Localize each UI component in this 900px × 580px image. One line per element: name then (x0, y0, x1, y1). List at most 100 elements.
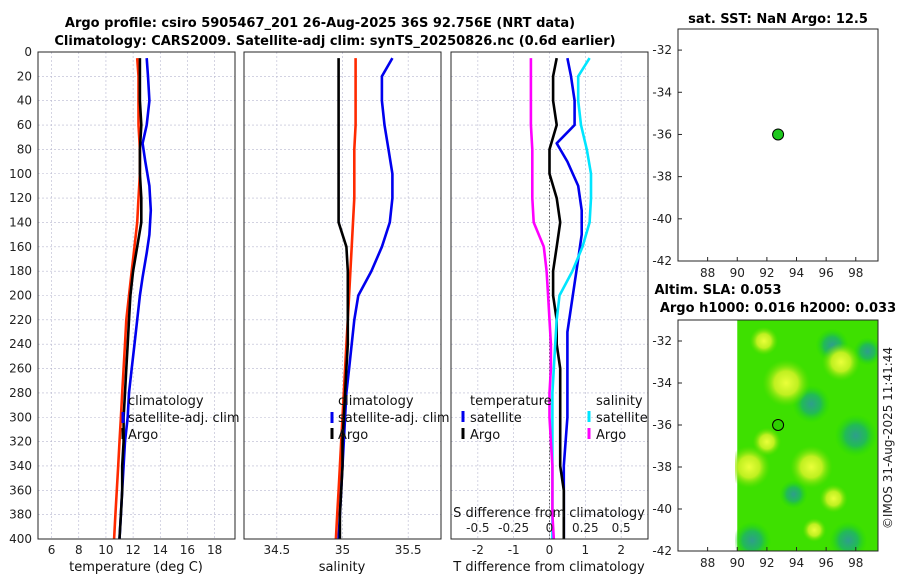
x-tick-label: 96 (819, 556, 834, 570)
x-tick-label: 90 (730, 266, 745, 280)
sla-anomaly-high (802, 518, 827, 542)
s-tick-label: 0 (546, 521, 554, 535)
sla-anomaly-low (735, 521, 772, 551)
sst-map-panel: 88 90 92 94 96 98 -32 -34 -36 -38 -40 -42 (652, 28, 879, 280)
y-tick-label: -34 (652, 376, 672, 390)
y-tick-label: 280 (9, 386, 32, 400)
x-tick-label: 2 (617, 543, 625, 557)
legend-satellite: satellite-adj. clim (338, 411, 450, 426)
y-tick-label: -36 (652, 127, 672, 141)
x-tick-label: 35 (335, 543, 350, 557)
x-tick-label: 92 (759, 266, 774, 280)
y-tick-label: 300 (9, 410, 32, 424)
y-tick-label: 200 (9, 289, 32, 303)
salinity-legend: climatology satellite-adj. clim Argo (330, 394, 450, 443)
y-tick-label: 220 (9, 313, 32, 327)
y-tick-label: 400 (9, 532, 32, 546)
x-tick-label: 94 (789, 266, 804, 280)
y-tick-label: -32 (652, 334, 672, 348)
s-tick-label: 0.25 (572, 521, 599, 535)
x-tick-label: 10 (98, 543, 113, 557)
temperature-xlabel: temperature (deg C) (69, 560, 203, 575)
difference-panel: -2 -1 0 1 2 -0.5 -0.25 0 0.25 0.5 T difference fr… (450, 51, 649, 575)
figure-title-line1: Argo profile: csiro 5905467_201 26-Aug-2… (65, 16, 575, 31)
argo-position-marker (772, 419, 785, 431)
sla-anomaly-low (834, 414, 878, 457)
legend-argo: Argo (128, 428, 158, 443)
y-tick-label: -40 (652, 502, 672, 516)
sst-map-title: sat. SST: NaN Argo: 12.5 (688, 12, 868, 27)
y-tick-label: -36 (652, 418, 672, 432)
sla-anomaly-low (829, 521, 868, 551)
x-tick-label: 90 (730, 556, 745, 570)
series-line-t-argo (548, 57, 566, 539)
s-tick-label: -0.5 (466, 521, 489, 535)
figure-title-line2: Climatology: CARS2009. Satellite-adj cli… (54, 34, 615, 49)
sla-anomaly-high (821, 343, 860, 381)
y-tick-label: 140 (9, 215, 32, 229)
x-tick-label: 14 (153, 543, 168, 557)
y-tick-label: -42 (652, 544, 672, 558)
y-tick-label: -42 (652, 254, 672, 268)
series-line-s-argo (529, 58, 556, 540)
x-tick-label: 34.5 (263, 543, 290, 557)
x-tick-label: 98 (848, 556, 863, 570)
legend-climatology: climatology (338, 394, 414, 409)
y-tick-label: 260 (9, 362, 32, 376)
sla-anomaly-high (735, 445, 771, 489)
y-tick-label: -38 (652, 460, 672, 474)
series-line-climatology (112, 58, 142, 540)
legend-temperature-title: temperature (470, 394, 552, 409)
y-tick-label: 100 (9, 167, 32, 181)
y-tick-label: 380 (9, 508, 32, 522)
sla-anomaly-high (749, 326, 779, 356)
legend-climatology: climatology (128, 394, 204, 409)
x-tick-label: 0 (546, 543, 554, 557)
legend-t-satellite: satellite (470, 411, 522, 426)
s-difference-xlabel: S difference from climatology (453, 506, 645, 521)
temperature-legend: climatology satellite-adj. clim Argo (121, 394, 240, 443)
sla-map-panel: 88 90 92 94 96 98 -32 -34 -36 -38 -40 -42 (652, 319, 879, 570)
y-tick-label: 20 (17, 69, 32, 83)
y-tick-label: 240 (9, 337, 32, 351)
x-tick-label: 35.5 (395, 543, 422, 557)
difference-legend: temperature satellite Argo salinity sate… (461, 394, 648, 443)
x-tick-label: 88 (700, 556, 715, 570)
y-tick-label: 180 (9, 264, 32, 278)
x-tick-label: 16 (180, 543, 195, 557)
x-tick-label: 8 (75, 543, 83, 557)
y-tick-label: 60 (17, 118, 32, 132)
legend-argo: Argo (338, 428, 368, 443)
y-tick-label: 0 (24, 45, 32, 59)
legend-s-argo: Argo (596, 428, 626, 443)
y-tick-label: -40 (652, 212, 672, 226)
sst-map-background (678, 29, 878, 261)
sla-anomaly-high (752, 427, 782, 456)
s-tick-label: -0.25 (498, 521, 529, 535)
series-line-argo (118, 58, 143, 540)
temperature-panel: 6 8 10 12 14 16 180204060801001201401601802002… (9, 45, 240, 575)
x-tick-label: 6 (48, 543, 56, 557)
sla-anomaly-high (819, 484, 848, 513)
series-line-argo (337, 58, 350, 539)
t-difference-xlabel: T difference from climatology (452, 560, 645, 575)
sla-map-title-line1: Altim. SLA: 0.053 (655, 283, 782, 298)
legend-satellite: satellite-adj. clim (128, 411, 240, 426)
x-tick-label: 96 (819, 266, 834, 280)
x-tick-label: -1 (508, 543, 520, 557)
y-tick-label: -38 (652, 170, 672, 184)
x-tick-label: 92 (759, 556, 774, 570)
salinity-panel: 34.5 35 35.5 salinity climatology satellit… (243, 51, 450, 575)
legend-s-satellite: satellite (596, 411, 648, 426)
x-tick-label: 1 (581, 543, 589, 557)
y-tick-label: 40 (17, 94, 32, 108)
x-tick-label: 12 (125, 543, 140, 557)
sla-map-title-line2: Argo h1000: 0.016 h2000: 0.033 (660, 301, 896, 316)
sla-anomaly-high (762, 359, 810, 407)
y-tick-label: -34 (652, 85, 672, 99)
y-tick-label: 120 (9, 191, 32, 205)
x-tick-label: -2 (472, 543, 484, 557)
y-tick-label: 80 (17, 142, 32, 156)
y-tick-label: 320 (9, 435, 32, 449)
